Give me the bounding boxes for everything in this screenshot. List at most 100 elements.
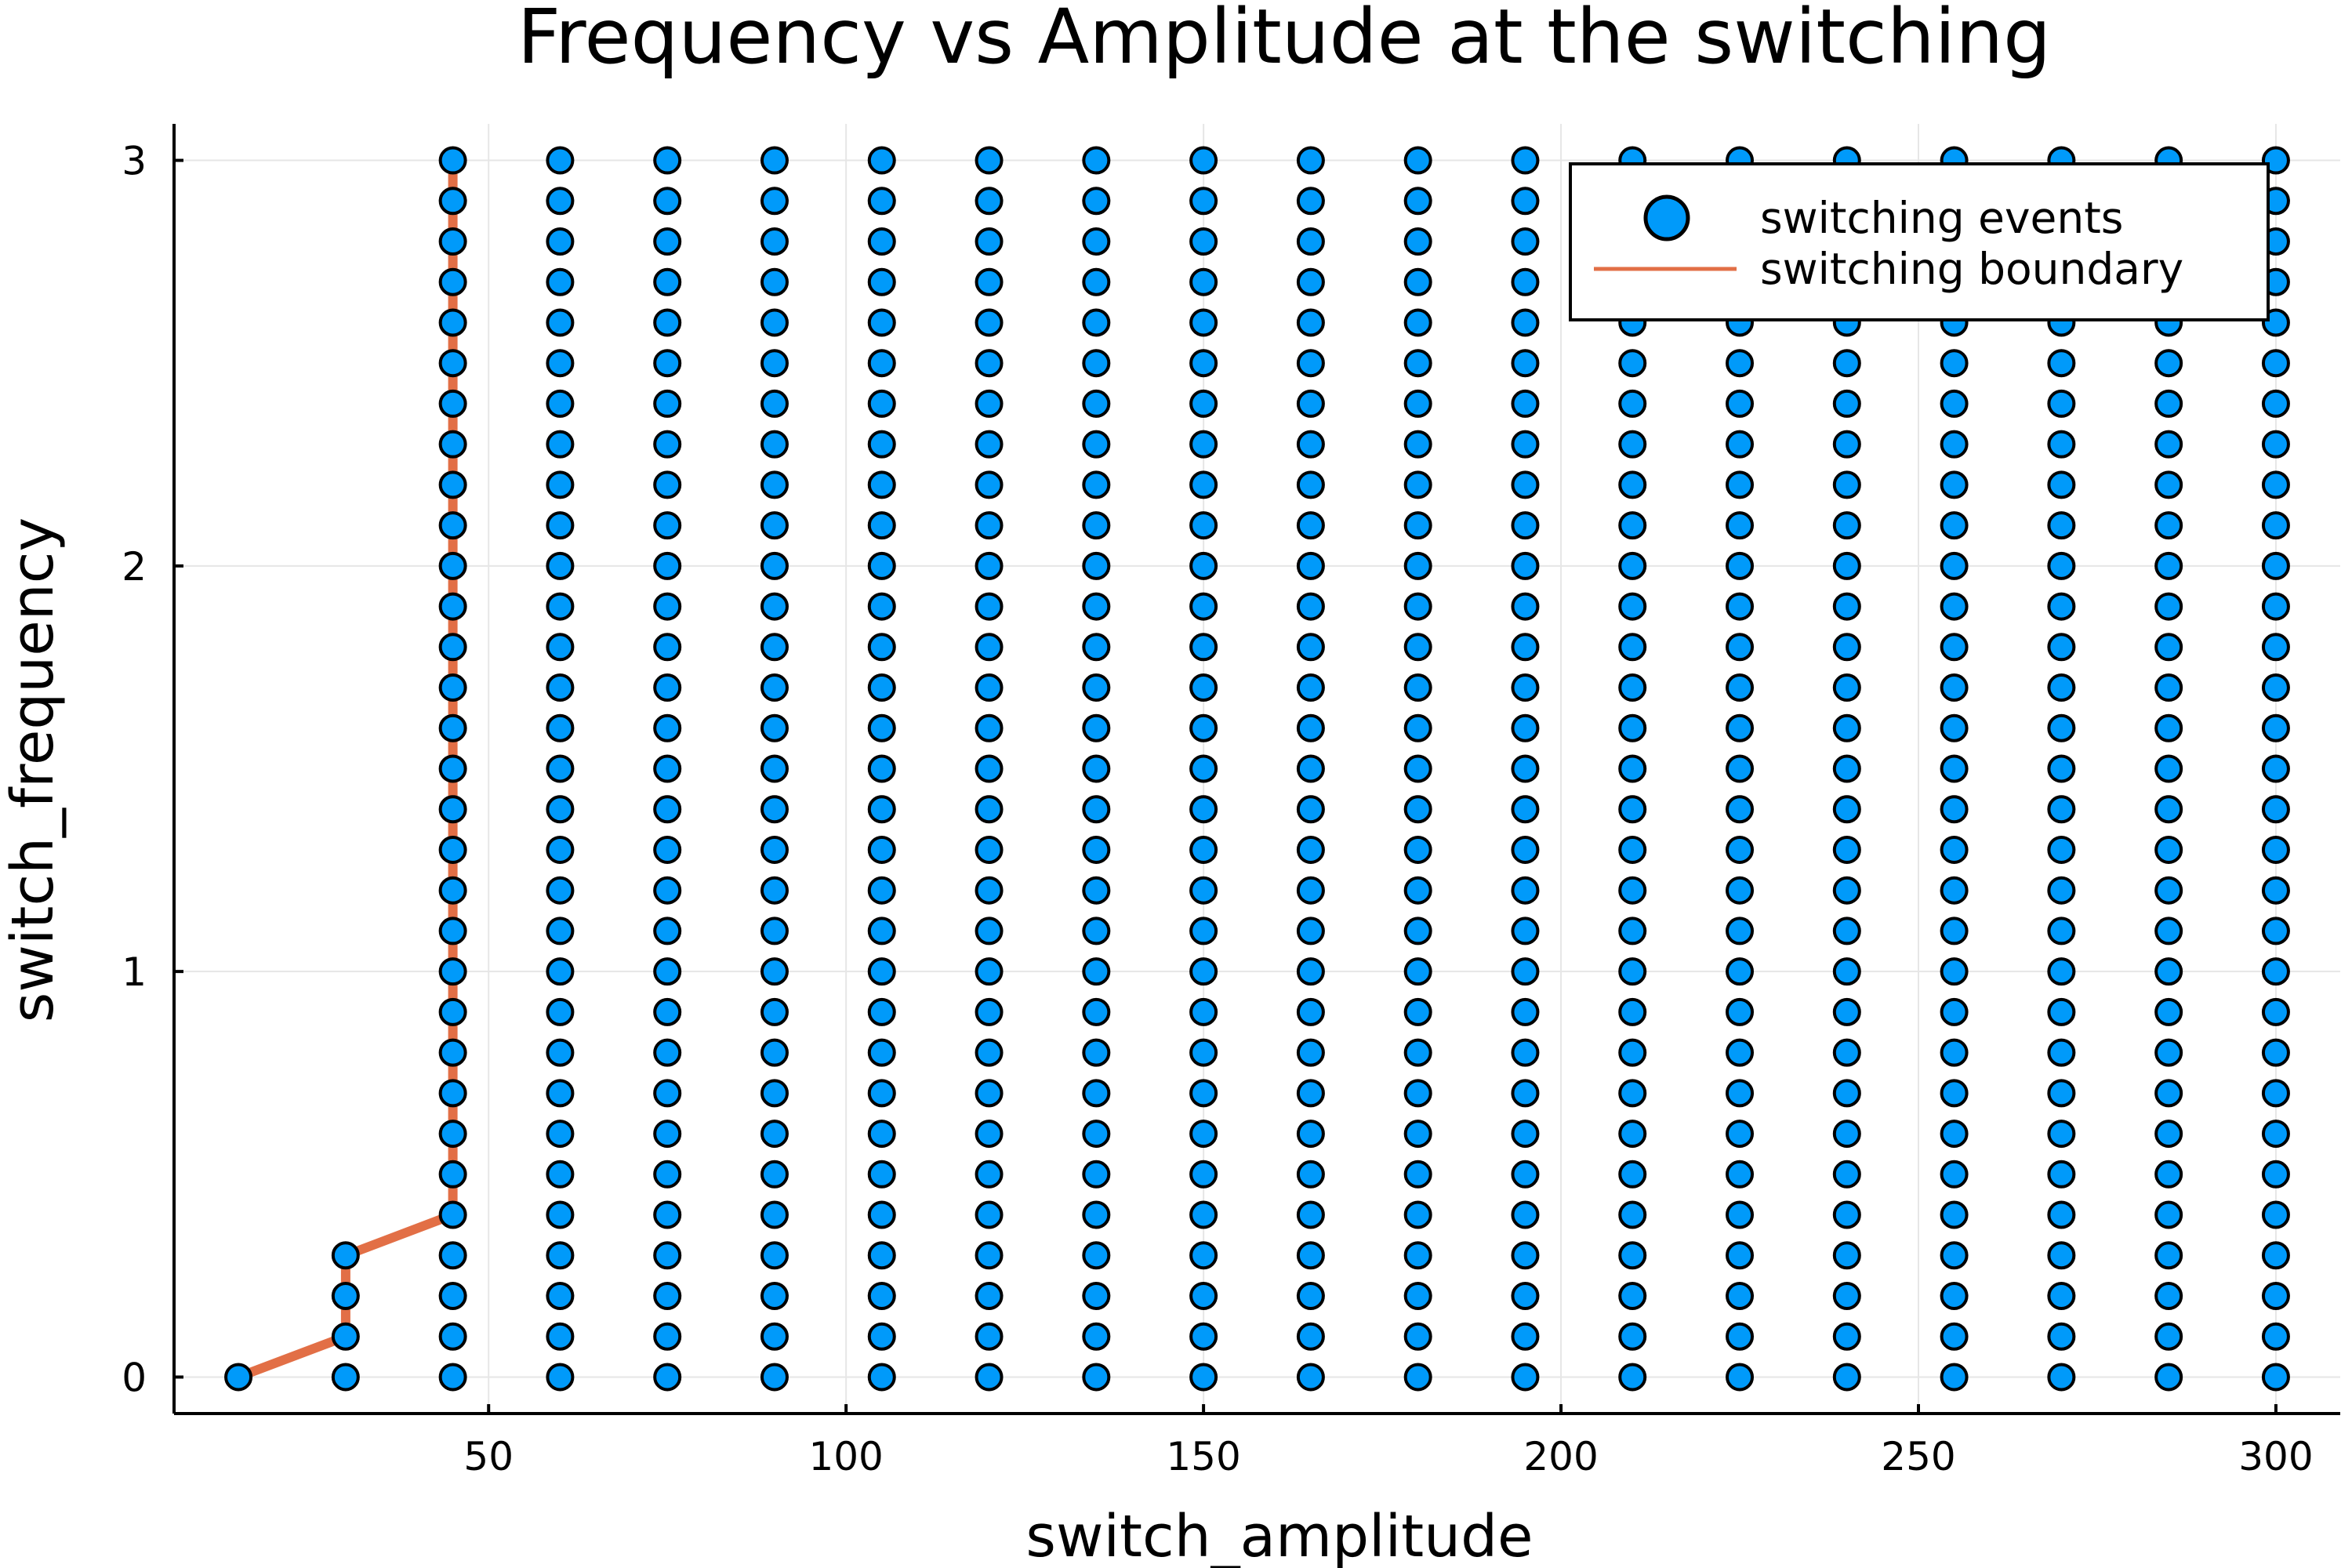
scatter-point [1296, 389, 1325, 418]
scatter-point [1940, 1322, 1969, 1351]
scatter-point [1189, 227, 1218, 256]
scatter-point [1832, 1322, 1861, 1351]
scatter-point [1511, 916, 1540, 946]
scatter-point [438, 1079, 467, 1108]
scatter-point [438, 713, 467, 742]
scatter-point [1511, 1160, 1540, 1189]
scatter-point [760, 349, 789, 378]
scatter-point [867, 1120, 896, 1149]
scatter-point [2261, 1322, 2290, 1351]
scatter-point [1511, 754, 1540, 783]
scatter-point [2047, 511, 2076, 540]
scatter-point [760, 835, 789, 864]
scatter-point [438, 916, 467, 946]
scatter-point [2261, 470, 2290, 499]
scatter-point [1726, 795, 1755, 824]
scatter-point [653, 308, 682, 337]
scatter-point [2261, 389, 2290, 418]
scatter-point [867, 795, 896, 824]
scatter-point [867, 470, 896, 499]
scatter-point [1189, 633, 1218, 662]
scatter-point [975, 511, 1004, 540]
scatter-point [1618, 835, 1647, 864]
scatter-point [1189, 1120, 1218, 1149]
scatter-point [1940, 713, 1969, 742]
scatter-point [2154, 1120, 2183, 1149]
scatter-point [1726, 1200, 1755, 1229]
scatter-point [1403, 1079, 1432, 1108]
scatter-point [1189, 754, 1218, 783]
scatter-point [1189, 470, 1218, 499]
scatter-point [1511, 470, 1540, 499]
scatter-point [1082, 592, 1111, 621]
scatter-point [1511, 1241, 1540, 1270]
scatter-point [1511, 1363, 1540, 1392]
y-tick-label: 2 [122, 544, 147, 590]
scatter-point [1296, 1363, 1325, 1392]
scatter-point [2047, 1160, 2076, 1189]
scatter-point [2047, 1120, 2076, 1149]
scatter-point [1082, 713, 1111, 742]
scatter-point [760, 1120, 789, 1149]
scatter-point [1296, 957, 1325, 986]
x-axis-label: switch_amplitude [1025, 1503, 1533, 1568]
scatter-point [1832, 876, 1861, 905]
scatter-point [1618, 795, 1647, 824]
scatter-point [2154, 1322, 2183, 1351]
scatter-point [2261, 997, 2290, 1026]
scatter-point [975, 1241, 1004, 1270]
scatter-point [1618, 1079, 1647, 1108]
scatter-point [2154, 389, 2183, 418]
scatter-point [2047, 1281, 2076, 1310]
scatter-point [1296, 470, 1325, 499]
scatter-point [1189, 835, 1218, 864]
scatter-point [760, 997, 789, 1026]
scatter-point [1940, 633, 1969, 662]
scatter-point [760, 470, 789, 499]
scatter-point [1403, 835, 1432, 864]
scatter-point [975, 1120, 1004, 1149]
scatter-point [2261, 592, 2290, 621]
scatter-point [1726, 633, 1755, 662]
tick-labels: 50 100 150 200 250 300 0 1 2 3 [122, 139, 2313, 1479]
scatter-point [1082, 1200, 1111, 1229]
scatter-point [1940, 997, 1969, 1026]
scatter-point [760, 673, 789, 702]
scatter-point [975, 1079, 1004, 1108]
axes [172, 124, 2340, 1415]
scatter-point [1726, 1120, 1755, 1149]
scatter-point [653, 146, 682, 175]
scatter-point [546, 389, 575, 418]
scatter-point [1940, 349, 1969, 378]
x-tick-label: 150 [1166, 1434, 1240, 1479]
scatter-point [867, 267, 896, 296]
scatter-point [2261, 1079, 2290, 1108]
scatter-point [1511, 267, 1540, 296]
scatter-point [653, 470, 682, 499]
y-tick-label: 3 [122, 139, 147, 184]
scatter-point [1726, 1322, 1755, 1351]
scatter-point [760, 267, 789, 296]
scatter-point [1726, 1281, 1755, 1310]
scatter-point [2261, 1038, 2290, 1067]
scatter-point [1296, 551, 1325, 580]
scatter-point [1403, 673, 1432, 702]
scatter-point [546, 1241, 575, 1270]
scatter-point [2261, 1200, 2290, 1229]
scatter-point [653, 1200, 682, 1229]
scatter-point [1726, 551, 1755, 580]
scatter-point [1403, 349, 1432, 378]
scatter-point [2261, 1160, 2290, 1189]
scatter-point [1403, 389, 1432, 418]
scatter-point [1511, 876, 1540, 905]
scatter-point [1726, 997, 1755, 1026]
scatter-point [1832, 1281, 1861, 1310]
scatter-point [1726, 1160, 1755, 1189]
scatter-point [1403, 795, 1432, 824]
scatter-point [1618, 633, 1647, 662]
scatter-point [1511, 633, 1540, 662]
scatter-point [438, 1241, 467, 1270]
scatter-point [438, 308, 467, 337]
scatter-point [1403, 1363, 1432, 1392]
scatter-point [975, 1160, 1004, 1189]
